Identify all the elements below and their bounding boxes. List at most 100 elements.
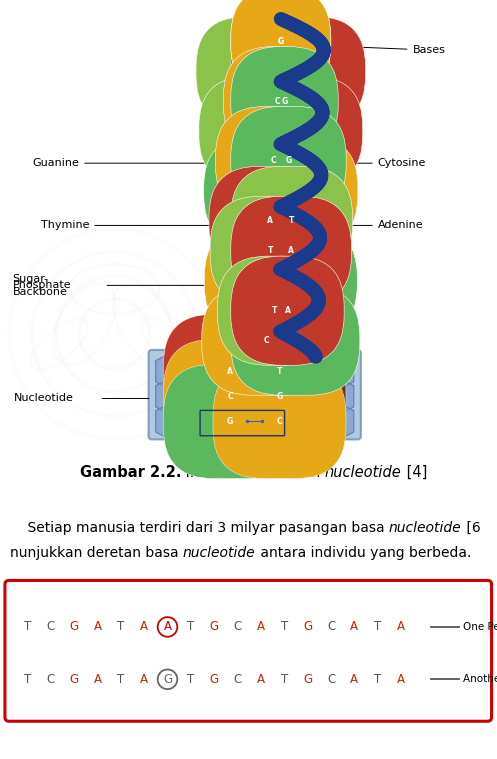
Text: A: A (294, 127, 300, 136)
Text: T: T (187, 672, 194, 686)
Text: A: A (397, 620, 405, 634)
Text: T: T (268, 247, 273, 255)
Text: G: G (278, 36, 284, 46)
FancyBboxPatch shape (213, 339, 346, 453)
FancyBboxPatch shape (149, 350, 361, 439)
Text: Guanine: Guanine (32, 158, 226, 168)
Polygon shape (313, 400, 354, 442)
Text: C: C (47, 672, 55, 686)
Text: T: T (187, 620, 194, 634)
Text: T: T (289, 216, 294, 225)
FancyBboxPatch shape (231, 197, 351, 305)
FancyBboxPatch shape (213, 314, 346, 428)
Text: T: T (281, 620, 288, 634)
FancyBboxPatch shape (231, 0, 331, 96)
FancyBboxPatch shape (231, 286, 360, 395)
Text: A: A (93, 672, 101, 686)
Text: Gambar 2.2.: Gambar 2.2. (0, 465, 101, 480)
Text: [4]: [4] (402, 465, 427, 480)
Text: A: A (140, 620, 148, 634)
Text: nucleotide: nucleotide (183, 546, 255, 559)
Text: nunjukkan deretan basa: nunjukkan deretan basa (10, 546, 183, 559)
Text: Nucleotide: Nucleotide (14, 393, 74, 404)
Text: T: T (117, 620, 124, 634)
Text: T: T (24, 672, 31, 686)
Text: nucleotide: nucleotide (389, 521, 462, 534)
Text: G: G (210, 620, 219, 634)
Text: Another Pe: Another Pe (463, 674, 497, 685)
Text: Thymine: Thymine (41, 220, 230, 231)
Text: T: T (374, 672, 381, 686)
FancyBboxPatch shape (231, 106, 346, 216)
Text: Sugar-: Sugar- (12, 274, 49, 284)
Text: One Person: One Person (463, 622, 497, 632)
Text: Gambar 2.2. Ilustrasi ATGC dan nucleotide [4]: Gambar 2.2. Ilustrasi ATGC dan nucleotid… (80, 465, 417, 480)
Text: G: G (303, 672, 312, 686)
Text: G: G (292, 336, 298, 345)
Text: nucleotide: nucleotide (325, 465, 402, 480)
FancyBboxPatch shape (209, 166, 331, 276)
Text: C: C (270, 156, 276, 165)
Text: A: A (227, 367, 233, 376)
Text: G: G (264, 187, 270, 195)
Text: Backbone: Backbone (12, 287, 67, 297)
FancyBboxPatch shape (164, 339, 297, 453)
FancyBboxPatch shape (231, 226, 357, 335)
FancyBboxPatch shape (164, 364, 297, 478)
FancyBboxPatch shape (202, 286, 331, 395)
FancyBboxPatch shape (231, 137, 358, 245)
Text: Bases: Bases (341, 45, 445, 55)
Text: A: A (288, 247, 294, 255)
Text: A: A (257, 672, 265, 686)
Text: G: G (70, 620, 79, 634)
Text: G: G (291, 276, 297, 285)
FancyBboxPatch shape (5, 581, 492, 721)
Text: A: A (93, 620, 101, 634)
Text: A: A (295, 67, 301, 76)
FancyBboxPatch shape (231, 77, 363, 185)
FancyBboxPatch shape (213, 364, 346, 478)
Text: Adenine: Adenine (333, 220, 423, 231)
Text: C: C (274, 96, 280, 106)
FancyBboxPatch shape (231, 0, 331, 96)
Polygon shape (156, 400, 197, 442)
FancyBboxPatch shape (231, 17, 366, 126)
FancyBboxPatch shape (231, 46, 338, 156)
Text: C: C (327, 620, 335, 634)
Text: C: C (292, 187, 297, 195)
Text: C: C (227, 392, 233, 401)
FancyBboxPatch shape (196, 17, 331, 126)
Text: C: C (47, 620, 55, 634)
Text: Setiap manusia terdiri dari 3 milyar pasangan basa: Setiap manusia terdiri dari 3 milyar pas… (10, 521, 389, 534)
FancyBboxPatch shape (199, 77, 331, 185)
Text: A: A (397, 672, 405, 686)
Text: G: G (163, 672, 172, 686)
Text: A: A (284, 306, 290, 315)
Text: G: G (281, 96, 288, 106)
Text: A: A (267, 216, 273, 225)
Text: T: T (281, 672, 288, 686)
Polygon shape (156, 375, 197, 417)
Text: C: C (278, 36, 284, 46)
FancyBboxPatch shape (231, 256, 344, 365)
Text: Cytosine: Cytosine (335, 158, 426, 168)
Text: Phosphate: Phosphate (12, 280, 71, 291)
FancyBboxPatch shape (164, 314, 297, 428)
Text: T: T (261, 67, 266, 76)
FancyBboxPatch shape (231, 166, 353, 276)
Text: Ilustrasi ATGC dan: Ilustrasi ATGC dan (181, 465, 325, 480)
Text: A: A (350, 620, 358, 634)
Text: G: G (70, 672, 79, 686)
FancyBboxPatch shape (215, 106, 331, 216)
Text: A: A (257, 620, 265, 634)
Text: C: C (263, 336, 269, 345)
Polygon shape (313, 350, 354, 392)
Text: C: C (234, 672, 242, 686)
Text: G: G (227, 417, 233, 426)
Text: T: T (277, 367, 282, 376)
Text: [6: [6 (462, 521, 480, 534)
Text: Gambar 2.2. Ilustrasi ATGC dan nucleotide [4]: Gambar 2.2. Ilustrasi ATGC dan nucleotid… (80, 465, 417, 480)
Text: A: A (140, 672, 148, 686)
Text: C: C (234, 620, 242, 634)
FancyBboxPatch shape (218, 256, 331, 365)
